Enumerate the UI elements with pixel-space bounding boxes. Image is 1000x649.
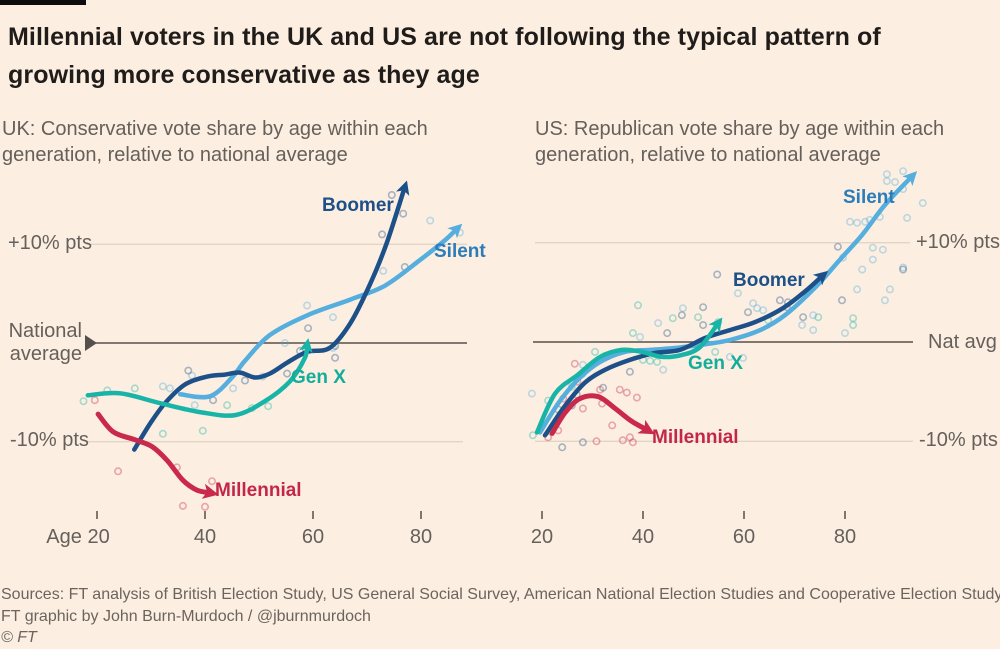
copyright-note: © FT bbox=[1, 629, 37, 646]
uk-series-label-genx: Gen X bbox=[291, 367, 346, 388]
uk-y-label-plus10: +10% pts bbox=[8, 232, 92, 254]
us-x-tick-40: 40 bbox=[631, 526, 655, 548]
sources-note: Sources: FT analysis of British Election… bbox=[1, 586, 1000, 603]
us-y-label-plus10: +10% pts bbox=[916, 231, 1000, 253]
us-y-label-nat-avg: Nat avg bbox=[928, 331, 997, 353]
us-y-label-minus10: -10% pts bbox=[919, 429, 998, 451]
us-series-label-silent: Silent bbox=[843, 187, 895, 208]
uk-x-tick-60: 60 bbox=[301, 526, 325, 548]
chart-title: Millennial voters in the UK and US are n… bbox=[8, 23, 881, 89]
ft-brand-bar bbox=[0, 0, 86, 5]
uk-x-tick-40: 40 bbox=[193, 526, 217, 548]
uk-x-tick-age-20: Age 20 bbox=[46, 526, 110, 548]
us-series-label-boomer: Boomer bbox=[733, 270, 805, 291]
credit-note: FT graphic by John Burn-Murdoch / @jburn… bbox=[1, 608, 371, 625]
uk-chart-subtitle: UK: Conservative vote share by age withi… bbox=[2, 118, 428, 166]
uk-y-label-minus10: -10% pts bbox=[10, 429, 89, 451]
us-x-tick-60: 60 bbox=[732, 526, 756, 548]
us-series-label-genx: Gen X bbox=[688, 353, 743, 374]
uk-series-label-millennial: Millennial bbox=[215, 480, 302, 501]
us-x-tick-80: 80 bbox=[833, 526, 857, 548]
us-series-label-millennial: Millennial bbox=[652, 427, 739, 448]
uk-series-label-silent: Silent bbox=[434, 241, 486, 262]
uk-x-tick-80: 80 bbox=[409, 526, 433, 548]
uk-series-label-boomer: Boomer bbox=[322, 195, 394, 216]
us-x-tick-20: 20 bbox=[530, 526, 554, 548]
uk-y-label-national-average: National average bbox=[8, 320, 82, 365]
us-chart-subtitle: US: Republican vote share by age within … bbox=[535, 118, 945, 166]
